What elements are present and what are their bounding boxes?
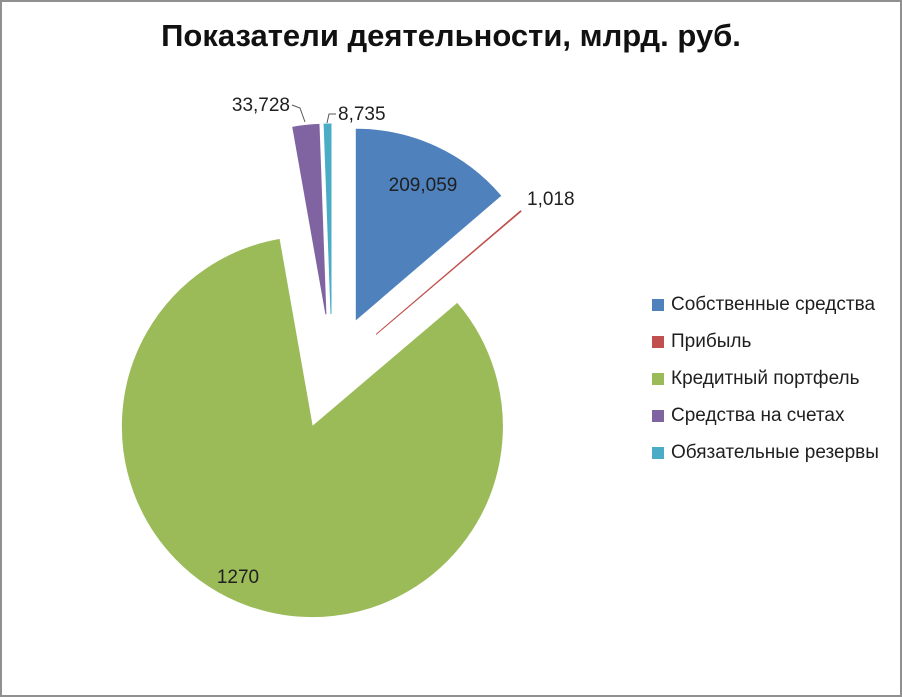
data-label-credit-portfolio: 1270 [217,567,259,588]
legend-label-own-funds: Собственные средства [671,293,876,315]
data-label-own-funds: 209,059 [389,175,458,196]
legend-swatch-account-funds [652,409,664,422]
legend-swatch-own-funds [652,298,664,311]
data-label-account-funds: 33,728 [232,95,290,116]
pie-slice-3 [121,238,503,618]
legend: Собственные средства Прибыль Кредитный п… [652,286,879,471]
leader-line-4 [291,104,306,123]
legend-label-credit-portfolio: Кредитный портфель [671,367,860,389]
label-leader-lines [291,104,336,124]
pie-slice-4 [292,123,327,315]
legend-label-mandatory-reserves: Обязательные резервы [671,441,879,463]
pie-slice-5 [323,123,332,315]
pie-slices [121,123,522,618]
legend-swatch-mandatory-reserves [652,446,664,459]
data-label-mandatory-reserves: 8,735 [338,104,386,125]
pie-slice-2 [375,210,522,335]
legend-swatch-profit [652,335,664,348]
data-labels: 209,059 1,018 1270 33,728 8,735 [217,95,575,588]
legend-label-account-funds: Средства на счетах [671,404,845,426]
legend-item-mandatory-reserves: Обязательные резервы [652,434,879,471]
legend-item-own-funds: Собственные средства [652,286,879,323]
legend-item-account-funds: Средства на счетах [652,397,879,434]
data-label-profit: 1,018 [527,189,575,210]
legend-item-profit: Прибыль [652,323,879,360]
pie-slice-1 [355,128,502,321]
legend-item-credit-portfolio: Кредитный портфель [652,360,879,397]
legend-label-profit: Прибыль [671,330,752,352]
legend-swatch-credit-portfolio [652,372,664,385]
chart-title: Показатели деятельности, млрд. руб. [161,18,741,53]
leader-line-5 [326,113,336,124]
